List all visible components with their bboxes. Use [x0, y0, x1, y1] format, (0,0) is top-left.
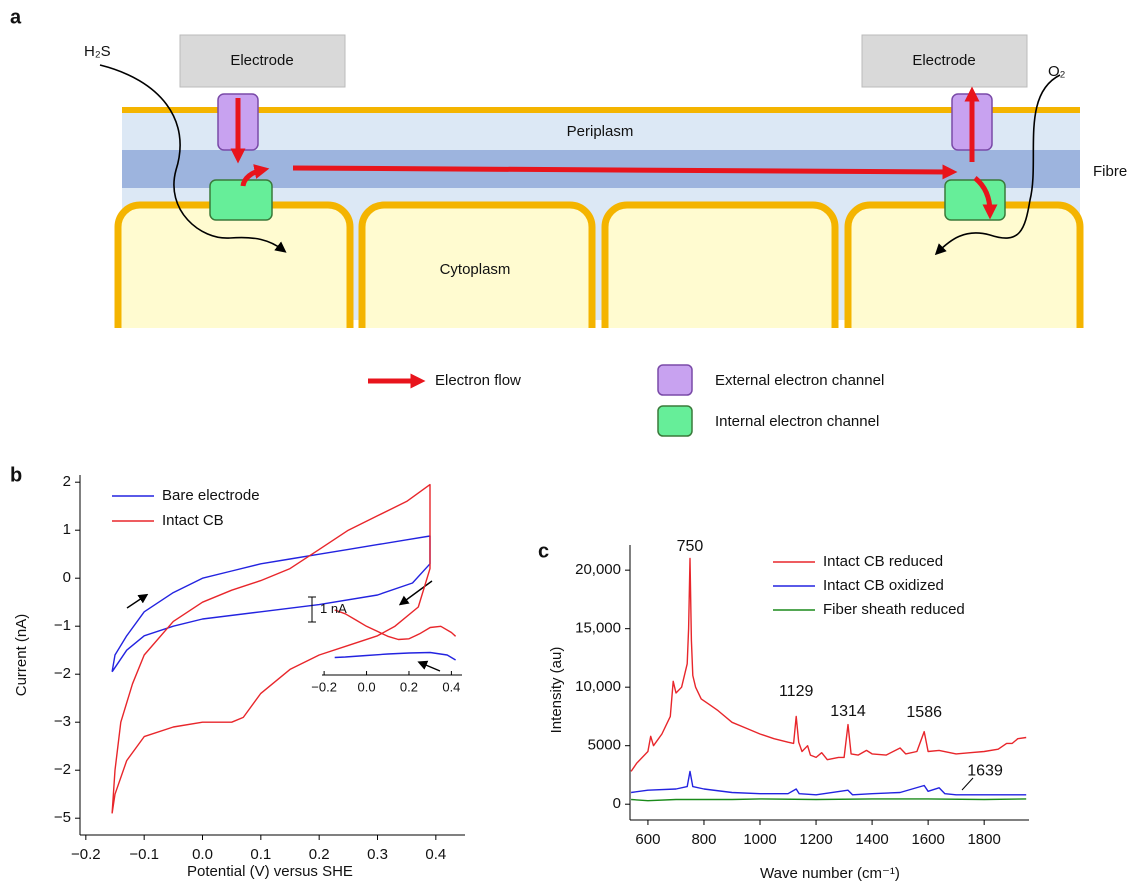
x-tick-label: 0.0 [358, 679, 376, 694]
arrow [934, 74, 1061, 256]
panel-label: a [10, 6, 22, 28]
electron-flow-arrows [230, 86, 998, 220]
legend-swatch [657, 364, 693, 396]
y-tick-label: 1 [63, 521, 71, 538]
legend-label: Bare electrode [162, 487, 260, 504]
legend-label: Intact CB [162, 512, 224, 529]
panel-label: b [10, 464, 22, 486]
y-tick-label: −2 [54, 665, 71, 682]
data-line [631, 798, 1027, 802]
region-label: Cytoplasm [440, 261, 511, 278]
arrow [973, 176, 998, 220]
region-label: Periplasm [567, 123, 634, 140]
x-axis-label: Wave number (cm⁻¹) [760, 865, 900, 882]
y-tick-label: 15,000 [575, 620, 621, 637]
electrode [861, 34, 1028, 88]
x-tick-label: 0.2 [309, 846, 330, 863]
y-tick-label: −3 [54, 713, 71, 730]
peak-label: 1129 [779, 683, 814, 700]
y-tick-label: 0 [63, 569, 71, 586]
cell [844, 201, 1084, 328]
legend-label: Fiber sheath reduced [823, 601, 965, 618]
panel-label: c [538, 540, 549, 562]
electrode-label: Electrode [230, 52, 293, 69]
arrow [417, 660, 441, 672]
data-line [631, 770, 1027, 796]
x-tick-label: 1400 [855, 831, 888, 848]
y-tick-label: 20,000 [575, 561, 621, 578]
data-line [334, 609, 457, 641]
internal-channel [209, 179, 273, 221]
reactant-paths [99, 64, 1061, 256]
leader-line [961, 777, 974, 791]
x-tick-label: 800 [691, 831, 716, 848]
peak-label: 1586 [906, 704, 942, 721]
arrow [99, 64, 287, 253]
legend-label: Internal electron channel [715, 413, 879, 430]
x-tick-label: 0.1 [250, 846, 271, 863]
electrode [179, 34, 346, 88]
y-tick-label: −2 [54, 761, 71, 778]
y-axis-label: Current (nA) [13, 614, 30, 697]
x-tick-label: 1600 [911, 831, 944, 848]
reactant-label: H₂S [84, 43, 111, 60]
x-tick-label: 0.4 [442, 679, 460, 694]
data-line [111, 535, 431, 673]
x-tick-label: 0.2 [400, 679, 418, 694]
cell [601, 201, 839, 328]
electrode-label: Electrode [912, 52, 975, 69]
cell [358, 201, 596, 328]
legend-label: Electron flow [435, 372, 521, 389]
region-label: Fibre [1093, 163, 1127, 180]
x-tick-label: −0.2 [71, 846, 101, 863]
y-tick-label: 0 [613, 795, 621, 812]
x-tick-label: 600 [635, 831, 660, 848]
arrow [292, 164, 958, 180]
legend-label: Intact CB reduced [823, 553, 943, 570]
x-tick-label: 0.4 [425, 846, 446, 863]
x-tick-label: −0.1 [129, 846, 159, 863]
legend-label: External electron channel [715, 372, 884, 389]
x-tick-label: 1000 [743, 831, 776, 848]
scale-bar-label: 1 nA [320, 601, 347, 616]
arrow [240, 164, 270, 187]
x-tick-label: −0.2 [311, 679, 337, 694]
y-tick-label: 2 [63, 473, 71, 490]
data-line [111, 483, 431, 814]
peak-label: 750 [677, 538, 704, 555]
x-axis-label: Potential (V) versus SHE [187, 863, 353, 880]
y-tick-label: −1 [54, 617, 71, 634]
internal-channel [944, 179, 1006, 221]
y-tick-label: −5 [54, 809, 71, 826]
legend-label: Intact CB oxidized [823, 577, 944, 594]
data-line [334, 651, 456, 661]
arrow [126, 593, 149, 609]
legend-swatch [657, 405, 693, 437]
reactant-label: O₂ [1048, 63, 1066, 80]
data-line [630, 557, 1027, 772]
x-tick-label: 1800 [967, 831, 1000, 848]
peak-label: 1314 [830, 703, 866, 720]
x-tick-label: 0.3 [367, 846, 388, 863]
x-tick-label: 0.0 [192, 846, 213, 863]
y-axis-label: Intensity (au) [548, 647, 565, 734]
cell [114, 201, 354, 328]
scan-arrows [126, 580, 441, 672]
scale-bar [308, 596, 316, 623]
y-tick-label: 10,000 [575, 678, 621, 695]
y-tick-label: 5000 [588, 737, 621, 754]
arrow [398, 580, 433, 606]
peak-label: 1639 [967, 763, 1003, 780]
x-tick-label: 1200 [799, 831, 832, 848]
